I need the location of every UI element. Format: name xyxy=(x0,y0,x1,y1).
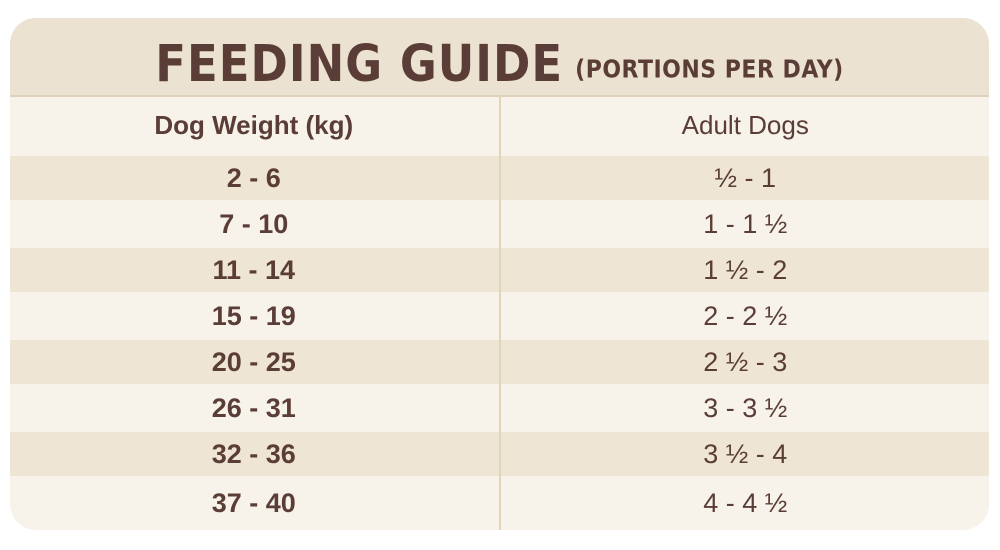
table-row: 7 - 10 1 - 1 ½ xyxy=(10,200,989,248)
dog-weight-cell: 11 - 14 xyxy=(212,254,296,285)
column-divider xyxy=(499,95,501,530)
table-header-row: Dog Weight (kg) Adult Dogs xyxy=(10,97,989,154)
column-header-adult-dogs: Adult Dogs xyxy=(681,110,809,140)
dog-weight-cell: 37 - 40 xyxy=(211,487,296,518)
portion-cell: 1 - 1 ½ xyxy=(703,208,788,239)
header: FEEDING GUIDE (PORTIONS PER DAY) xyxy=(10,18,989,95)
portion-cell: 2 ½ - 3 xyxy=(703,346,788,377)
dog-weight-cell: 7 - 10 xyxy=(219,208,289,239)
dog-weight-cell: 20 - 25 xyxy=(211,346,296,377)
portion-cell: 3 - 3 ½ xyxy=(703,392,788,423)
portion-cell: 4 - 4 ½ xyxy=(703,487,788,518)
table-row: 37 - 40 4 - 4 ½ xyxy=(10,476,989,530)
dog-weight-cell: 2 - 6 xyxy=(226,162,281,193)
page-subtitle: (PORTIONS PER DAY) xyxy=(575,55,844,85)
feeding-guide-card: FEEDING GUIDE (PORTIONS PER DAY) Dog Wei… xyxy=(10,18,989,530)
dog-weight-cell: 32 - 36 xyxy=(211,438,296,469)
portion-cell: 3 ½ - 4 xyxy=(703,438,788,469)
portion-cell: ½ - 1 xyxy=(714,162,777,193)
table-row: 26 - 31 3 - 3 ½ xyxy=(10,384,989,432)
page-title: FEEDING GUIDE xyxy=(155,34,564,94)
portion-cell: 1 ½ - 2 xyxy=(703,254,788,285)
table-row: 15 - 19 2 - 2 ½ xyxy=(10,292,989,340)
dog-weight-cell: 26 - 31 xyxy=(211,392,296,423)
dog-weight-cell: 15 - 19 xyxy=(211,300,296,331)
column-header-dog-weight: Dog Weight (kg) xyxy=(154,110,354,140)
portion-cell: 2 - 2 ½ xyxy=(703,300,788,331)
